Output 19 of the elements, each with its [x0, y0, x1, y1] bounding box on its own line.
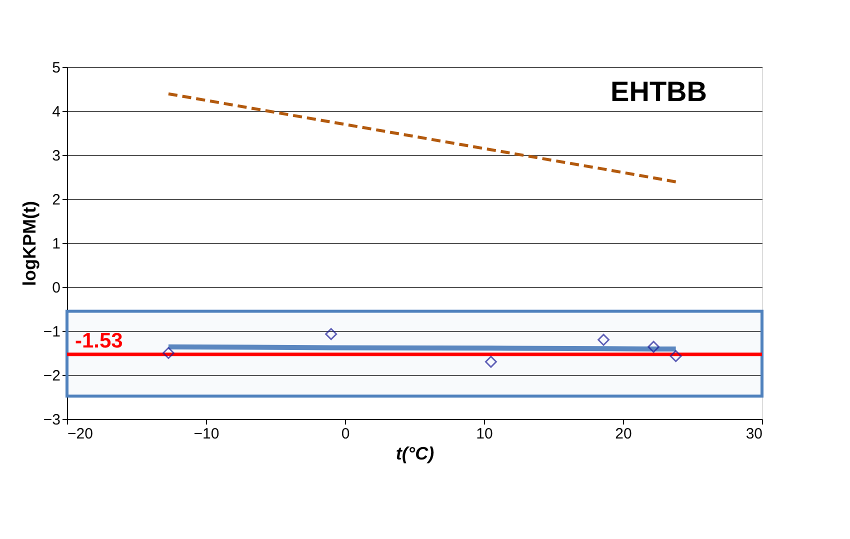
y-tick-label: 4 [52, 104, 60, 120]
y-tick-label: 2 [52, 192, 60, 208]
x-tick-label: 30 [746, 426, 762, 442]
annotation: EHTBB [610, 76, 707, 107]
y-tick-label: −2 [43, 368, 60, 384]
x-tick-label: −10 [194, 426, 220, 442]
x-tick-label: −20 [68, 426, 93, 442]
y-tick-label: 0 [52, 280, 60, 296]
x-tick-label: 10 [476, 426, 493, 442]
y-tick-label: 5 [52, 60, 60, 76]
x-axis-title: t(°C) [396, 444, 434, 464]
y-tick-label: 1 [52, 236, 60, 252]
y-tick-label: −3 [43, 412, 60, 428]
x-tick-label: 0 [341, 426, 350, 442]
y-tick-label: −1 [43, 324, 60, 340]
y-tick-label: 3 [52, 148, 60, 164]
x-tick-label: 20 [615, 426, 632, 442]
ref-line-label: -1.53 [75, 329, 123, 352]
y-axis-title: logKPM(t) [19, 201, 40, 286]
